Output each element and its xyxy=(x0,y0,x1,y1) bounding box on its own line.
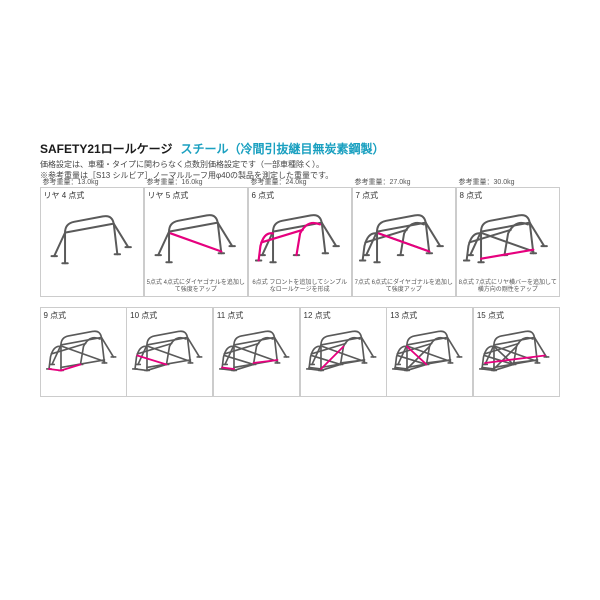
desc-1: 価格設定は、車種・タイプに関わらなく点数別価格設定です（一部車種除く）。 xyxy=(40,159,560,170)
weight-label: 参考重量：24.0kg xyxy=(251,177,307,187)
sub-title: スチール（冷間引抜継目無炭素鋼製） xyxy=(180,140,384,157)
variant-caption xyxy=(41,382,126,396)
cage-diagram xyxy=(301,323,386,382)
main-title: SAFETY21ロールケージ xyxy=(40,140,172,157)
title-row: SAFETY21ロールケージ スチール（冷間引抜継目無炭素鋼製） xyxy=(40,140,560,157)
cage-diagram xyxy=(249,203,352,280)
variant-caption xyxy=(127,382,212,396)
variant-caption: 8点式 7点式にリヤ横バーを追加して横方向の剛性をアップ xyxy=(457,280,560,296)
variant-caption: 5点式 4点式にダイヤゴナルを追加して強度をアップ xyxy=(145,280,248,296)
variant-label: 9 点式 xyxy=(41,308,126,323)
cage-diagram xyxy=(145,203,248,280)
cage-diagram xyxy=(41,323,126,382)
variant-label: 10 点式 xyxy=(127,308,212,323)
variant-cell: 参考重量：16.0kgリヤ 5 点式5点式 4点式にダイヤゴナルを追加して強度を… xyxy=(144,187,249,297)
variant-cell: 13 点式 xyxy=(386,307,473,397)
variant-label: 6 点式 xyxy=(249,188,352,203)
variant-caption: 6点式 フロントを追加してシンプルなロールケージを形成 xyxy=(249,280,352,296)
variant-caption xyxy=(387,382,472,396)
variant-cell: 参考重量：13.0kgリヤ 4 点式 xyxy=(40,187,145,297)
variant-cell: 参考重量：27.0kg7 点式7点式 6点式にダイヤゴナルを追加して強度アップ xyxy=(352,187,457,297)
variant-caption xyxy=(474,382,559,396)
bottom-row: 9 点式10 点式11 点式12 点式13 点式15 点式 xyxy=(40,307,560,397)
variant-cell: 12 点式 xyxy=(300,307,387,397)
variant-caption xyxy=(214,382,299,396)
variant-label: 8 点式 xyxy=(457,188,560,203)
variant-label: 15 点式 xyxy=(474,308,559,323)
variant-caption xyxy=(41,282,144,296)
variant-cell: 参考重量：30.0kg8 点式8点式 7点式にリヤ横バーを追加して横方向の剛性を… xyxy=(456,187,561,297)
variant-label: リヤ 4 点式 xyxy=(41,188,144,203)
cage-diagram xyxy=(127,323,212,382)
cage-diagram xyxy=(214,323,299,382)
cage-diagram xyxy=(474,323,559,382)
variant-cell: 15 点式 xyxy=(473,307,560,397)
variant-label: リヤ 5 点式 xyxy=(145,188,248,203)
variant-label: 11 点式 xyxy=(214,308,299,323)
variant-caption: 7点式 6点式にダイヤゴナルを追加して強度アップ xyxy=(353,280,456,296)
weight-label: 参考重量：30.0kg xyxy=(459,177,515,187)
cage-diagram xyxy=(457,203,560,280)
cage-diagram xyxy=(41,203,144,282)
variant-label: 12 点式 xyxy=(301,308,386,323)
variant-cell: 10 点式 xyxy=(126,307,213,397)
variant-label: 7 点式 xyxy=(353,188,456,203)
weight-label: 参考重量：16.0kg xyxy=(147,177,203,187)
variant-cell: 9 点式 xyxy=(40,307,127,397)
cage-diagram xyxy=(353,203,456,280)
variant-cell: 11 点式 xyxy=(213,307,300,397)
weight-label: 参考重量：13.0kg xyxy=(43,177,99,187)
cage-diagram xyxy=(387,323,472,382)
header: SAFETY21ロールケージ スチール（冷間引抜継目無炭素鋼製） 価格設定は、車… xyxy=(40,140,560,181)
top-row: 参考重量：13.0kgリヤ 4 点式参考重量：16.0kgリヤ 5 点式5点式 … xyxy=(40,187,560,297)
variant-label: 13 点式 xyxy=(387,308,472,323)
variant-caption xyxy=(301,382,386,396)
variant-cell: 参考重量：24.0kg6 点式6点式 フロントを追加してシンプルなロールケージを… xyxy=(248,187,353,297)
weight-label: 参考重量：27.0kg xyxy=(355,177,411,187)
